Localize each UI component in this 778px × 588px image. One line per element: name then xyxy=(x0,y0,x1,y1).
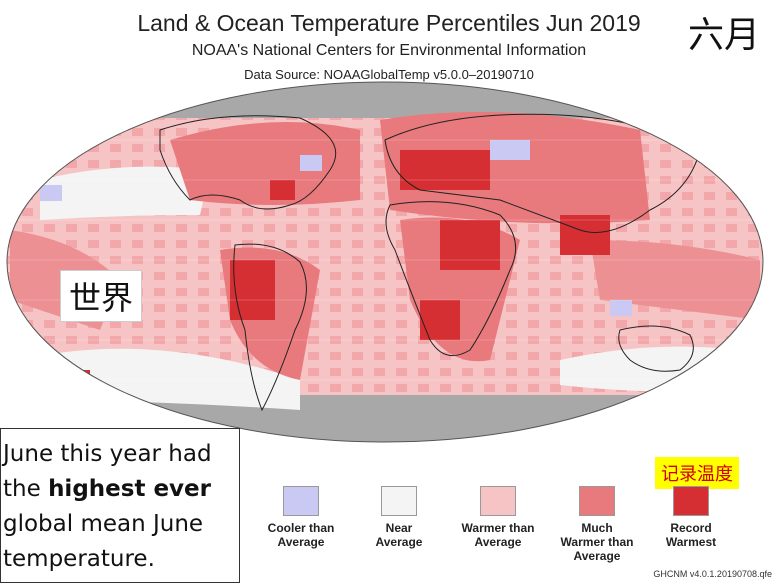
eurasia-outline xyxy=(384,113,701,233)
much-warmer-north-america xyxy=(170,122,360,205)
record-asia xyxy=(560,215,610,255)
record-africa xyxy=(440,220,500,270)
legend-warmer: Warmer than Average xyxy=(448,486,548,549)
map-title: Land & Ocean Temperature Percentiles Jun… xyxy=(137,10,641,36)
record-south-africa xyxy=(420,300,460,340)
legend-swatch-cooler xyxy=(283,486,319,516)
cooler-pacific xyxy=(40,185,62,201)
note-line-2-pre: the xyxy=(3,476,49,502)
month-label: 六月 xyxy=(688,15,761,56)
arctic-no-data xyxy=(7,82,763,118)
land-outlines xyxy=(159,113,701,412)
note-line-2-bold: highest ever xyxy=(48,476,211,502)
cooler-siberia xyxy=(490,140,530,160)
record-north-america xyxy=(270,180,295,200)
legend-label-much-warmer: Much Warmer than Average xyxy=(560,521,634,563)
note-box: June this year had the highest ever glob… xyxy=(0,428,240,583)
legend-label-record: Record Warmest xyxy=(665,521,717,549)
legend-label-warmer: Warmer than Average xyxy=(461,521,535,549)
cooler-indonesia xyxy=(610,300,632,316)
note-line-1: June this year had xyxy=(3,441,212,467)
legend-record: Record Warmest xyxy=(641,486,741,549)
legend-swatch-much-warmer xyxy=(579,486,615,516)
legend-cooler: Cooler than Average xyxy=(251,486,351,549)
cooler-canada xyxy=(300,155,322,171)
legend-label-cooler: Cooler than Average xyxy=(267,521,335,549)
record-south-america xyxy=(230,260,275,320)
note-line-2: the highest ever xyxy=(3,472,235,507)
legend-swatch-warmer xyxy=(480,486,516,516)
map-subtitle: NOAA's National Centers for Environmenta… xyxy=(191,42,587,59)
note-line-4: temperature. xyxy=(3,546,155,572)
note-line-3: global mean June xyxy=(3,511,204,537)
legend-swatch-near xyxy=(381,486,417,516)
world-label: 世界 xyxy=(60,270,143,322)
legend-swatch-record xyxy=(673,486,709,516)
legend-near: Near Average xyxy=(349,486,449,549)
globe-border xyxy=(6,81,764,443)
record-europe xyxy=(400,150,490,190)
africa-outline xyxy=(385,201,517,357)
record-south-pacific xyxy=(60,370,90,390)
australia-outline xyxy=(618,325,694,372)
map-globe xyxy=(7,82,763,442)
data-source: Data Source: NOAAGlobalTemp v5.0.0–20190… xyxy=(244,67,534,82)
south-america-outline xyxy=(233,243,307,412)
north-america-outline xyxy=(159,115,337,210)
cell-grid xyxy=(7,139,763,381)
legend-much-warmer: Much Warmer than Average xyxy=(547,486,647,563)
footer-credit: GHCNM v4.0.1.20190708.qfe xyxy=(653,569,772,579)
legend-label-near: Near Average xyxy=(375,521,423,549)
record-label: 记录温度 xyxy=(655,457,739,489)
